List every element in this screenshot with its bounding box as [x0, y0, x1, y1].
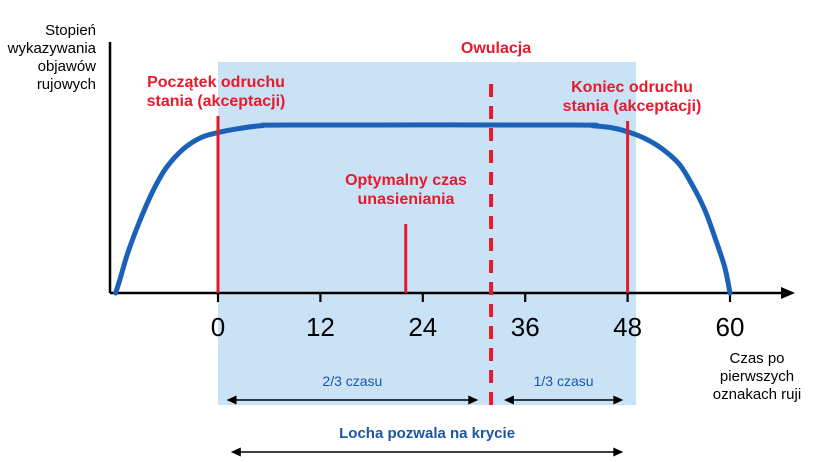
standing-reflex-end-label: Koniec odruchu stania (akceptacji)	[562, 79, 702, 116]
x-axis-arrowhead	[781, 287, 795, 299]
estrus-intensity-curve	[113, 122, 733, 296]
span-one-third-left-arrowhead	[503, 395, 514, 405]
span-one-third-label: 1/3 czasu	[534, 373, 594, 389]
standing-period-shaded-region	[218, 62, 637, 405]
x-tick-label: 60	[716, 312, 745, 342]
x-axis-label: Czas po pierwszych oznakach ruji	[712, 350, 802, 403]
span-mating-window-right-arrowhead	[613, 447, 624, 457]
x-tick-label: 24	[408, 312, 437, 342]
x-tick-label: 12	[306, 312, 335, 342]
span-two-thirds-left-arrowhead	[226, 395, 237, 405]
span-mating-window-left-arrowhead	[230, 447, 241, 457]
ovulation-label: Owulacja	[460, 40, 532, 57]
x-tick-label: 36	[511, 312, 540, 342]
y-axis-label: Stopień wykazywania objawów rujowych	[7, 22, 96, 93]
span-one-third-right-arrowhead	[613, 395, 624, 405]
x-tick-label: 0	[211, 312, 225, 342]
standing-reflex-onset-label: Początek odruchu stania (akceptacji)	[146, 74, 286, 111]
span-two-thirds-label: 2/3 czasu	[322, 373, 382, 389]
optimal-insemination-label: Optymalny czas unasieniania	[345, 172, 467, 209]
span-mating-window-label: Locha pozwala na krycie	[339, 425, 515, 442]
x-tick-label: 48	[613, 312, 642, 342]
span-two-thirds-right-arrowhead	[468, 395, 479, 405]
